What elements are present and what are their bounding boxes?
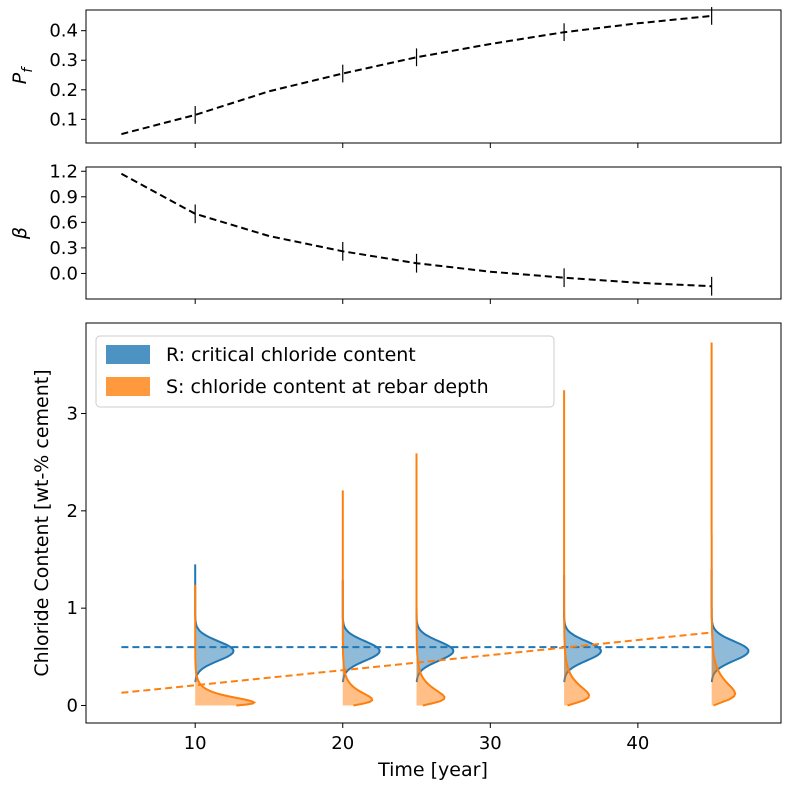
beta-ytick-label: 0.0 bbox=[49, 263, 78, 284]
chloride-x-ticks: 10 20 30 40 bbox=[184, 723, 649, 754]
pf-series-line-0 bbox=[121, 14, 712, 136]
cl-ytick-label: 0 bbox=[67, 695, 78, 716]
beta-axes-frame bbox=[85, 166, 782, 300]
chloride-axes-frame bbox=[85, 322, 782, 724]
r-distribution-fill-45 bbox=[711, 569, 749, 683]
s-distribution-fill-10 bbox=[195, 584, 255, 706]
pf-plot-area bbox=[121, 7, 713, 136]
s-distribution-line-35 bbox=[563, 390, 591, 707]
chloride-panel: 0 1 2 3 10 20 30 40 Chloride Content [wt-% cem… bbox=[31, 322, 782, 781]
chloride-y-ticks: 0 1 2 3 bbox=[67, 404, 86, 716]
cl-ytick-label: 3 bbox=[67, 404, 78, 425]
legend-label-s: S: chloride content at rebar depth bbox=[166, 376, 489, 398]
s-distribution-fill-35 bbox=[564, 390, 590, 706]
beta-ytick-label: 0.6 bbox=[49, 212, 78, 233]
s-distribution-line-45 bbox=[710, 342, 737, 707]
r-distribution-fill-10 bbox=[195, 564, 234, 683]
chloride-x-axis-label: Time [year] bbox=[377, 759, 488, 781]
s-distribution-fill-20 bbox=[342, 490, 373, 706]
pf-panel: 0.1 0.2 0.3 0.4 Pf bbox=[9, 7, 782, 148]
pf-ytick-label: 0.1 bbox=[49, 109, 78, 130]
cl-xtick-label: 30 bbox=[479, 733, 502, 754]
r-distribution-fill-25 bbox=[416, 572, 454, 683]
pf-axes-frame bbox=[85, 9, 782, 144]
beta-panel: 0.0 0.3 0.6 0.9 1.2 β bbox=[9, 161, 782, 304]
pf-ytick-label: 0.4 bbox=[49, 21, 78, 42]
legend-box bbox=[95, 335, 555, 408]
s-distribution-fill-25 bbox=[416, 453, 445, 706]
beta-plot-area bbox=[120, 172, 713, 296]
s-distribution-fill-45 bbox=[711, 342, 736, 706]
s-distribution-line-20 bbox=[341, 490, 374, 707]
cl-xtick-label: 10 bbox=[184, 733, 207, 754]
beta-y-ticks: 0.0 0.3 0.6 0.9 1.2 bbox=[49, 161, 86, 284]
chloride-plot-area bbox=[121, 342, 750, 707]
s-distribution-line-25 bbox=[415, 453, 446, 707]
beta-ytick-label: 0.3 bbox=[49, 238, 78, 259]
r-distribution-fill-20 bbox=[342, 579, 380, 683]
cl-xtick-label: 40 bbox=[626, 733, 649, 754]
legend-swatch-s bbox=[106, 377, 150, 396]
pf-ytick-label: 0.3 bbox=[49, 50, 78, 71]
cl-xtick-label: 20 bbox=[331, 733, 354, 754]
pf-x-ticks bbox=[194, 143, 639, 148]
beta-y-axis-label: β bbox=[9, 227, 31, 240]
pf-ytick-label: 0.2 bbox=[49, 80, 78, 101]
beta-x-ticks bbox=[194, 299, 639, 304]
pf-y-ticks: 0.1 0.2 0.3 0.4 bbox=[49, 21, 86, 130]
beta-ytick-label: 1.2 bbox=[49, 161, 78, 182]
legend-label-r: R: critical chloride content bbox=[166, 344, 416, 366]
chloride-y-axis-label: Chloride Content [wt-% cement] bbox=[31, 369, 53, 676]
legend: R: critical chloride content S: chloride… bbox=[95, 335, 555, 408]
cl-ytick-label: 1 bbox=[67, 598, 78, 619]
legend-swatch-r bbox=[106, 345, 150, 364]
pf-y-axis-label: Pf bbox=[9, 66, 36, 84]
cl-ytick-label: 2 bbox=[67, 501, 78, 522]
r-distribution-fill-35 bbox=[564, 575, 601, 683]
beta-ytick-label: 0.9 bbox=[49, 187, 78, 208]
